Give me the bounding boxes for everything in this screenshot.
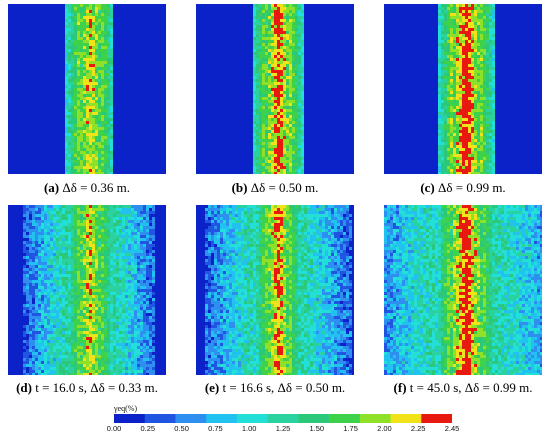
caption-f-label: (f) bbox=[393, 380, 407, 395]
legend-swatch bbox=[175, 414, 207, 423]
strain-contour-b bbox=[196, 4, 354, 174]
legend-swatch bbox=[421, 414, 452, 423]
strain-contour-c bbox=[384, 4, 542, 174]
caption-b-text: Δδ = 0.50 m. bbox=[247, 180, 319, 195]
caption-a: (a) Δδ = 0.36 m. bbox=[0, 180, 187, 196]
caption-b-label: (b) bbox=[231, 180, 248, 195]
caption-c: (c) Δδ = 0.99 m. bbox=[363, 180, 550, 196]
caption-c-text: Δδ = 0.99 m. bbox=[434, 180, 506, 195]
panel-e bbox=[196, 205, 354, 375]
caption-e: (e) t = 16.6 s, Δδ = 0.50 m. bbox=[175, 380, 375, 396]
legend-tick-label: 1.75 bbox=[343, 424, 358, 433]
legend-swatch bbox=[236, 414, 269, 423]
strain-contour-d bbox=[8, 205, 166, 375]
legend-swatch bbox=[267, 414, 299, 423]
legend-title: γeq(%) bbox=[114, 404, 138, 413]
panel-c bbox=[384, 4, 542, 174]
panel-f bbox=[384, 205, 542, 375]
caption-d-text: t = 16.0 s, Δδ = 0.33 m. bbox=[31, 380, 158, 395]
legend-tick-label: 0.00 bbox=[106, 424, 122, 433]
legend-tick-label: 1.25 bbox=[275, 424, 291, 433]
panel-b bbox=[196, 4, 354, 174]
legend-tick-label: 0.75 bbox=[208, 424, 223, 433]
legend-swatch bbox=[329, 414, 361, 423]
legend-tick-label: 2.00 bbox=[377, 424, 392, 433]
legend-tick-label: 0.50 bbox=[174, 424, 189, 433]
legend-swatch bbox=[390, 414, 422, 423]
caption-d-label: (d) bbox=[16, 380, 32, 395]
panel-d bbox=[8, 205, 166, 375]
strain-contour-f bbox=[384, 205, 542, 375]
caption-f-text: t = 45.0 s, Δδ = 0.99 m. bbox=[406, 380, 533, 395]
legend-swatch bbox=[206, 414, 238, 423]
legend-swatch bbox=[298, 414, 330, 423]
caption-e-text: t = 16.6 s, Δδ = 0.50 m. bbox=[219, 380, 346, 395]
legend-swatch bbox=[114, 414, 146, 423]
legend-tick-label: 2.45 bbox=[444, 424, 460, 433]
legend-tick-label: 2.25 bbox=[410, 424, 426, 433]
caption-a-text: Δδ = 0.36 m. bbox=[59, 180, 131, 195]
caption-c-label: (c) bbox=[420, 180, 435, 195]
panel-a bbox=[8, 4, 166, 174]
caption-d: (d) t = 16.0 s, Δδ = 0.33 m. bbox=[0, 380, 187, 396]
legend-tick-label: 1.00 bbox=[241, 424, 257, 433]
legend-swatch bbox=[144, 414, 176, 423]
strain-contour-a bbox=[8, 4, 166, 174]
legend-tick-label: 0.25 bbox=[140, 424, 156, 433]
caption-b: (b) Δδ = 0.50 m. bbox=[175, 180, 375, 196]
strain-contour-e bbox=[196, 205, 354, 375]
color-legend-bar bbox=[114, 414, 452, 423]
caption-e-label: (e) bbox=[204, 380, 220, 395]
caption-f: (f) t = 45.0 s, Δδ = 0.99 m. bbox=[363, 380, 550, 396]
legend-swatch bbox=[359, 414, 392, 423]
legend-tick-label: 1.50 bbox=[309, 424, 325, 433]
caption-a-label: (a) bbox=[43, 180, 60, 195]
